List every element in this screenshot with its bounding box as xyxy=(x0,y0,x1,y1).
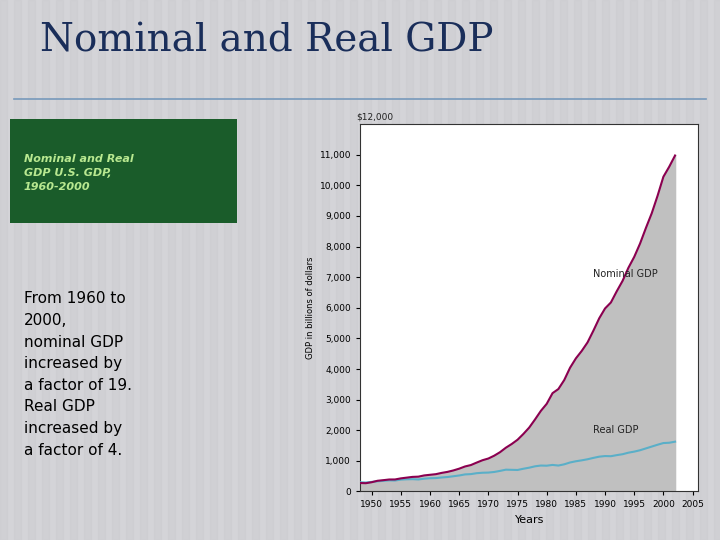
Text: Nominal and Real
GDP U.S. GDP,
1960-2000: Nominal and Real GDP U.S. GDP, 1960-2000 xyxy=(24,154,133,192)
Bar xyxy=(686,0,693,540)
Bar xyxy=(462,0,469,540)
Bar xyxy=(420,0,427,540)
Bar xyxy=(308,0,315,540)
Bar xyxy=(168,0,175,540)
Bar xyxy=(504,0,511,540)
Bar xyxy=(238,0,245,540)
Bar xyxy=(280,0,287,540)
Bar xyxy=(546,0,553,540)
Bar xyxy=(714,0,720,540)
X-axis label: Years: Years xyxy=(515,515,544,525)
Bar xyxy=(336,0,343,540)
Bar xyxy=(70,0,77,540)
Bar xyxy=(602,0,609,540)
Bar xyxy=(196,0,203,540)
Bar xyxy=(616,0,623,540)
Bar xyxy=(672,0,679,540)
Bar xyxy=(210,0,217,540)
Bar xyxy=(392,0,399,540)
Bar xyxy=(28,0,35,540)
Text: Nominal and Real GDP: Nominal and Real GDP xyxy=(40,23,493,59)
Bar xyxy=(518,0,525,540)
Bar xyxy=(378,0,385,540)
Bar xyxy=(364,0,371,540)
Text: From 1960 to
2000,
nominal GDP
increased by
a factor of 19.
Real GDP
increased b: From 1960 to 2000, nominal GDP increased… xyxy=(24,292,132,457)
Bar xyxy=(644,0,651,540)
Bar xyxy=(700,0,707,540)
FancyBboxPatch shape xyxy=(10,119,237,222)
Bar xyxy=(406,0,413,540)
Bar xyxy=(112,0,119,540)
Bar xyxy=(630,0,637,540)
Bar xyxy=(448,0,455,540)
Bar xyxy=(532,0,539,540)
Bar xyxy=(560,0,567,540)
Bar xyxy=(84,0,91,540)
Bar xyxy=(350,0,357,540)
Bar xyxy=(266,0,273,540)
Text: Real GDP: Real GDP xyxy=(593,426,639,435)
Bar xyxy=(14,0,21,540)
Bar xyxy=(98,0,105,540)
Bar xyxy=(658,0,665,540)
Bar xyxy=(56,0,63,540)
Bar xyxy=(490,0,497,540)
Bar xyxy=(182,0,189,540)
Bar xyxy=(252,0,259,540)
Bar xyxy=(224,0,231,540)
Bar xyxy=(588,0,595,540)
Bar xyxy=(294,0,301,540)
Bar xyxy=(322,0,329,540)
Bar xyxy=(154,0,161,540)
Bar xyxy=(0,0,7,540)
Y-axis label: GDP in billions of dollars: GDP in billions of dollars xyxy=(306,256,315,359)
Bar xyxy=(126,0,133,540)
Text: Nominal GDP: Nominal GDP xyxy=(593,269,658,279)
Text: $12,000: $12,000 xyxy=(356,112,394,122)
Bar xyxy=(434,0,441,540)
Bar xyxy=(476,0,483,540)
Bar xyxy=(140,0,147,540)
Bar xyxy=(574,0,581,540)
Bar xyxy=(42,0,49,540)
